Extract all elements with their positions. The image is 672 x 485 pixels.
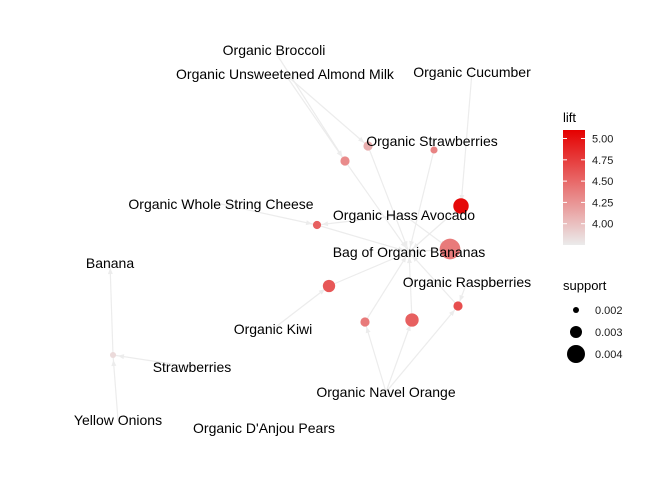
edge-string_cheese-r6 bbox=[220, 203, 318, 226]
rule-node-r9[interactable] bbox=[405, 313, 419, 327]
edge-r3-bag_bananas bbox=[408, 149, 435, 253]
support-key-dot bbox=[570, 326, 582, 338]
edge-r1-bag_bananas bbox=[344, 160, 410, 253]
rule-node-r3[interactable] bbox=[430, 146, 438, 154]
item-label-broccoli[interactable]: Organic Broccoli bbox=[223, 42, 326, 58]
edge-r2-bag_bananas bbox=[367, 145, 410, 253]
item-label-strawberries[interactable]: Strawberries bbox=[153, 359, 232, 375]
lift-tick-label: 4.25 bbox=[592, 197, 613, 209]
edge-strawberries-r11 bbox=[112, 354, 193, 368]
edge-arrow-icon bbox=[402, 240, 408, 248]
edge-r9-bag_bananas bbox=[408, 251, 413, 321]
item-label-avocado[interactable]: Organic Hass Avocado bbox=[333, 207, 475, 223]
edge-arrow-icon bbox=[318, 289, 326, 295]
edge-arrow-icon bbox=[409, 240, 415, 248]
item-label-strawberries_org[interactable]: Organic Strawberries bbox=[366, 133, 498, 149]
rule-node-r4[interactable] bbox=[453, 198, 469, 214]
edge-arrow-icon bbox=[412, 255, 419, 262]
edge-cucumber-r4 bbox=[460, 71, 473, 207]
rule-node-r6[interactable] bbox=[312, 220, 322, 230]
rule-node-r5[interactable] bbox=[439, 238, 461, 260]
rule-node-r8[interactable] bbox=[360, 317, 370, 327]
edge-r6-bag_bananas bbox=[316, 224, 410, 253]
edge-arrow-icon bbox=[449, 309, 455, 317]
edge-avocado-r6 bbox=[316, 214, 405, 226]
edge-navel_orange-r10 bbox=[385, 305, 459, 393]
lift-ticks: 5.00 4.75 4.50 4.25 4.00 bbox=[563, 134, 613, 231]
support-key-label: 0.002 bbox=[595, 305, 623, 317]
item-label-almond[interactable]: Organic Unsweetened Almond Milk bbox=[176, 66, 395, 82]
edge-arrow-icon bbox=[397, 253, 405, 259]
item-label-string_cheese[interactable]: Organic Whole String Cheese bbox=[128, 196, 313, 212]
rule-node-r2[interactable] bbox=[363, 141, 373, 151]
edge-r10-bag_bananas bbox=[408, 251, 459, 307]
lift-tick-label: 4.50 bbox=[592, 176, 613, 188]
edge-r8-bag_bananas bbox=[364, 251, 410, 323]
edge-kiwi-r7 bbox=[272, 285, 330, 330]
item-label-raspberries[interactable]: Organic Raspberries bbox=[403, 274, 531, 290]
edge-almond-r2 bbox=[284, 73, 369, 147]
edge-arrow-icon bbox=[413, 248, 421, 254]
edge-arrow-icon bbox=[406, 256, 412, 264]
support-key-dot bbox=[573, 307, 579, 313]
rule-nodes-layer bbox=[109, 141, 469, 359]
edge-arrow-icon bbox=[107, 267, 113, 275]
edge-arrow-icon bbox=[459, 294, 465, 302]
support-legend-title: support bbox=[563, 278, 607, 293]
legend: lift 5.004.754.504.254.00 support 0.0020… bbox=[563, 110, 623, 363]
edge-arrow-icon bbox=[365, 326, 371, 334]
rule-node-r7[interactable] bbox=[322, 279, 336, 293]
support-keys: 0.002 0.003 0.004 bbox=[567, 305, 623, 363]
edge-navel_orange-r9 bbox=[385, 319, 413, 393]
edge-arrow-icon bbox=[412, 242, 419, 249]
edge-arrow-icon bbox=[401, 256, 407, 263]
item-label-bag_bananas[interactable]: Bag of Organic Bananas bbox=[333, 244, 486, 260]
rule-node-r10[interactable] bbox=[453, 301, 463, 311]
support-key-dot bbox=[567, 345, 585, 363]
edge-arrow-icon bbox=[321, 221, 329, 227]
edges-layer bbox=[107, 49, 473, 421]
edge-navel_orange-r8 bbox=[364, 321, 387, 393]
rule-node-r1[interactable] bbox=[340, 156, 350, 166]
edge-arrow-icon bbox=[111, 359, 117, 367]
rule-node-r11[interactable] bbox=[109, 351, 117, 359]
edge-broccoli-r1 bbox=[273, 49, 346, 162]
edge-r11-banana bbox=[109, 262, 114, 356]
item-labels-layer: Organic Broccoli Organic Unsweetened Almo… bbox=[74, 42, 531, 436]
edge-arrow-icon bbox=[336, 150, 343, 157]
item-label-cucumber[interactable]: Organic Cucumber bbox=[413, 64, 531, 80]
item-label-navel_orange[interactable]: Organic Navel Orange bbox=[316, 384, 456, 400]
edge-r4-bag_bananas bbox=[408, 205, 462, 253]
edge-arrow-icon bbox=[459, 194, 465, 202]
item-label-yellow_onions[interactable]: Yellow Onions bbox=[74, 412, 162, 428]
edge-arrow-icon bbox=[305, 220, 313, 226]
lift-legend-title: lift bbox=[563, 110, 576, 125]
support-key-label: 0.003 bbox=[595, 327, 623, 339]
lift-tick-label: 4.75 bbox=[592, 155, 613, 167]
lift-colorbar bbox=[563, 130, 585, 245]
lift-tick-label: 4.00 bbox=[592, 219, 613, 231]
lift-tick-label: 5.00 bbox=[592, 134, 613, 146]
item-label-banana[interactable]: Banana bbox=[86, 255, 134, 271]
edge-arrow-icon bbox=[117, 354, 125, 360]
item-label-kiwi[interactable]: Organic Kiwi bbox=[234, 321, 313, 337]
edge-arrow-icon bbox=[397, 246, 405, 252]
edge-arrow-icon bbox=[358, 136, 365, 143]
edge-r7-bag_bananas bbox=[328, 251, 410, 287]
edge-almond-r1 bbox=[284, 73, 346, 162]
edge-arrow-icon bbox=[429, 138, 435, 146]
edge-arrow-icon bbox=[405, 324, 411, 332]
support-key-label: 0.004 bbox=[595, 349, 623, 361]
item-label-pears[interactable]: Organic D'Anjou Pears bbox=[193, 420, 335, 436]
